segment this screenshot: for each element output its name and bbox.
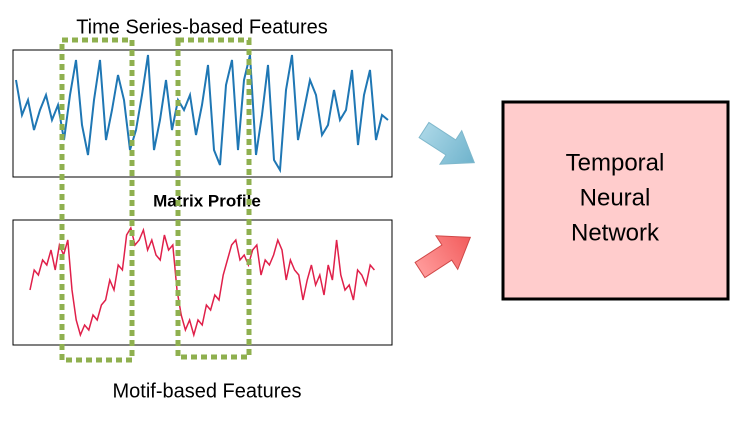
top-box — [12, 49, 393, 178]
network-box — [501, 100, 730, 301]
time-series-wave — [16, 55, 388, 170]
matrix-profile-wave — [30, 228, 374, 335]
network-label: Network — [571, 219, 660, 246]
bottom-title: Motif-based Features — [113, 380, 302, 402]
motif-highlight — [175, 37, 252, 360]
network-label: Temporal — [566, 149, 665, 176]
arrow — [414, 235, 472, 279]
top-title: Time Series-based Features — [76, 16, 328, 38]
bottom-box — [12, 219, 393, 346]
arrow — [418, 121, 476, 165]
motif-highlight — [59, 37, 135, 363]
network-label: Neural — [580, 184, 651, 211]
matrix-profile-label: Matrix Profile — [153, 191, 261, 210]
